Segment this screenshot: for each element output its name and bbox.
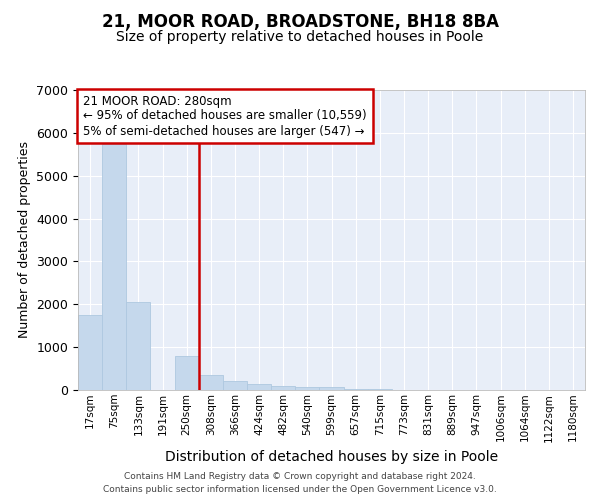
Bar [368,389,392,390]
Bar [175,356,199,390]
Bar [247,384,271,390]
Bar [78,315,102,390]
Bar [126,302,151,390]
Bar [223,382,247,390]
Text: Contains public sector information licensed under the Open Government Licence v3: Contains public sector information licen… [103,485,497,494]
X-axis label: Distribution of detached houses by size in Poole: Distribution of detached houses by size … [165,450,498,464]
Bar [271,386,295,390]
Bar [199,375,223,390]
Bar [295,387,319,390]
Bar [319,388,344,390]
Bar [102,144,126,390]
Text: 21, MOOR ROAD, BROADSTONE, BH18 8BA: 21, MOOR ROAD, BROADSTONE, BH18 8BA [101,12,499,30]
Text: 21 MOOR ROAD: 280sqm
← 95% of detached houses are smaller (10,559)
5% of semi-de: 21 MOOR ROAD: 280sqm ← 95% of detached h… [83,94,367,138]
Y-axis label: Number of detached properties: Number of detached properties [18,142,31,338]
Bar [344,389,368,390]
Text: Contains HM Land Registry data © Crown copyright and database right 2024.: Contains HM Land Registry data © Crown c… [124,472,476,481]
Text: Size of property relative to detached houses in Poole: Size of property relative to detached ho… [116,30,484,44]
